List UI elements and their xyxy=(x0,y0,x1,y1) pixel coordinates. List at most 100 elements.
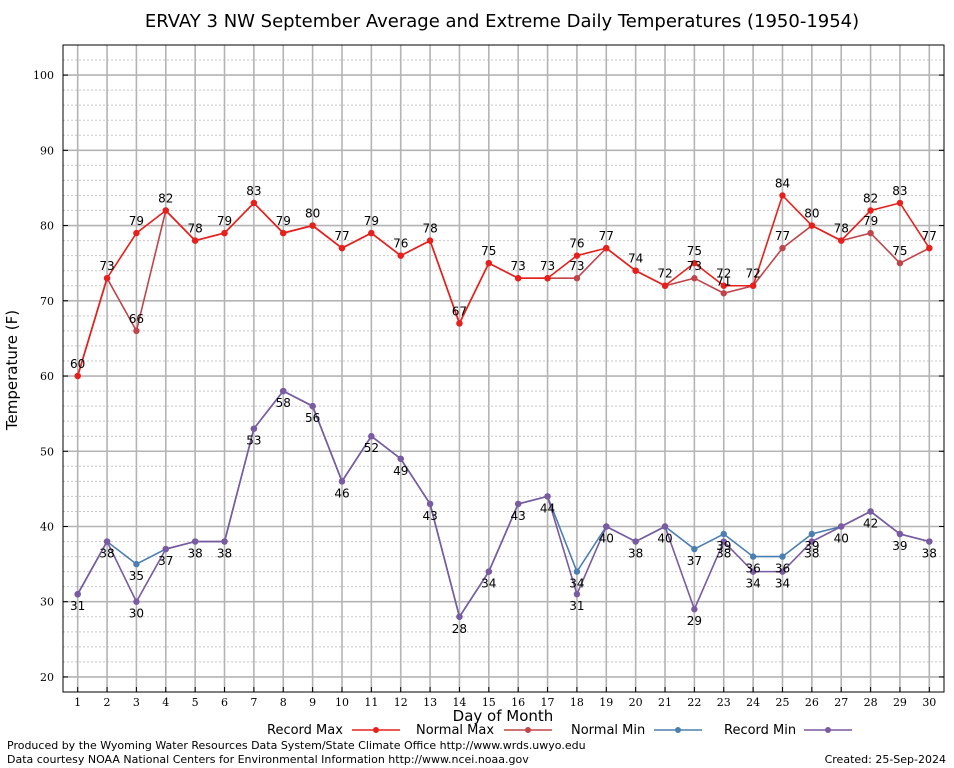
legend-record-min-label: Record Min xyxy=(724,723,796,738)
normal-min-label: 36 xyxy=(775,562,790,576)
record-min-point xyxy=(661,523,669,530)
normal-min-label: 34 xyxy=(569,577,584,591)
normal-min-line xyxy=(76,390,930,619)
record-min-point xyxy=(191,538,199,545)
record-min-label: 34 xyxy=(745,577,760,591)
record-min-label: 42 xyxy=(863,516,878,530)
legend-normal-min-label: Normal Min xyxy=(571,723,645,738)
record-max-label: 73 xyxy=(540,259,555,273)
x-tick-label: 8 xyxy=(280,696,287,709)
record-max-point xyxy=(749,282,757,289)
x-tick-label: 27 xyxy=(834,696,848,709)
record-max-label: 80 xyxy=(305,207,320,221)
record-max-point xyxy=(191,237,199,244)
record-max-label: 79 xyxy=(217,214,232,228)
record-max-label: 67 xyxy=(452,304,467,318)
record-min-point xyxy=(103,538,111,545)
normal-max-label: 77 xyxy=(775,229,790,243)
chart-title: ERVAY 3 NW September Average and Extreme… xyxy=(145,11,859,32)
record-min-point xyxy=(397,455,404,462)
x-tick-label: 3 xyxy=(133,696,140,709)
x-tick-label: 19 xyxy=(599,696,613,709)
legend: Record Max Normal Max Normal Min Record … xyxy=(267,723,852,738)
normal-min-label: 35 xyxy=(129,569,144,583)
normal-max-label: 79 xyxy=(863,214,878,228)
record-min-label: 40 xyxy=(599,531,614,545)
x-tick-label: 14 xyxy=(452,696,466,709)
record-max-label: 77 xyxy=(599,229,614,243)
normal-min-point xyxy=(691,545,698,553)
record-max-point xyxy=(485,259,493,267)
record-max-point xyxy=(368,229,375,237)
record-max-point xyxy=(867,207,874,214)
record-max-point xyxy=(397,252,404,259)
record-min-point xyxy=(867,508,874,515)
x-tick-label: 15 xyxy=(482,696,496,709)
record-max-point xyxy=(573,252,581,259)
x-tick-label: 22 xyxy=(687,696,701,709)
y-tick-label: 50 xyxy=(40,445,54,458)
record-min-label: 38 xyxy=(922,547,937,561)
legend-normal-min-marker xyxy=(675,727,681,733)
record-min-point xyxy=(162,545,169,553)
record-max-label: 72 xyxy=(716,267,731,281)
x-tick-label: 11 xyxy=(364,696,378,709)
y-tick-label: 30 xyxy=(40,596,54,609)
record-min-point xyxy=(749,568,757,575)
x-tick-label: 21 xyxy=(658,696,672,709)
record-max-point xyxy=(74,372,81,380)
legend-record-max: Record Max xyxy=(267,723,400,738)
record-max-point xyxy=(221,229,228,237)
record-max-label: 73 xyxy=(511,259,526,273)
record-min-label: 38 xyxy=(804,547,819,561)
record-max-point xyxy=(456,320,463,327)
legend-record-max-label: Record Max xyxy=(267,723,343,738)
record-max-label: 79 xyxy=(364,214,379,228)
record-min-label: 29 xyxy=(687,614,702,628)
normal-min-point xyxy=(749,553,757,560)
record-min-label: 28 xyxy=(452,622,467,636)
footer-courtesy: Data courtesy NOAA National Centers for … xyxy=(7,753,529,766)
normal-min-point xyxy=(808,530,816,538)
record-min-label: 56 xyxy=(305,411,320,425)
x-tick-label: 4 xyxy=(162,696,169,709)
record-max-point xyxy=(720,282,727,289)
record-max-point xyxy=(808,222,816,229)
x-tick-label: 26 xyxy=(805,696,819,709)
record-max-label: 77 xyxy=(922,229,937,243)
record-min-label: 49 xyxy=(393,464,408,478)
y-tick-label: 40 xyxy=(40,520,54,533)
record-max-label: 60 xyxy=(70,357,85,371)
record-max-point xyxy=(280,229,287,237)
x-tick-label: 16 xyxy=(511,696,525,709)
record-max-point xyxy=(514,275,522,282)
record-min-point xyxy=(133,598,140,605)
normal-max-point xyxy=(573,275,581,282)
normal-max-point xyxy=(720,290,727,297)
normal-max-point xyxy=(867,229,874,237)
record-min-label: 44 xyxy=(540,501,555,515)
record-max-point xyxy=(426,237,434,244)
y-tick-label: 20 xyxy=(40,671,54,684)
record-max-point xyxy=(838,237,845,244)
record-min-label: 38 xyxy=(716,547,731,561)
x-tick-label: 5 xyxy=(192,696,199,709)
record-min-line xyxy=(76,390,930,619)
record-min-point xyxy=(250,425,258,432)
record-max-point xyxy=(632,267,639,274)
x-tick-label: 10 xyxy=(335,696,349,709)
record-min-point xyxy=(280,387,287,395)
normal-max-line xyxy=(76,201,930,377)
record-max-point xyxy=(779,192,786,199)
record-min-point xyxy=(485,568,493,575)
record-max-label: 82 xyxy=(863,192,878,206)
normal-max-point xyxy=(133,327,140,335)
y-tick-label: 70 xyxy=(40,295,54,308)
record-min-label: 38 xyxy=(188,547,203,561)
y-tick-label: 100 xyxy=(33,69,54,82)
x-tick-label: 25 xyxy=(775,696,789,709)
x-tick-label: 6 xyxy=(221,696,228,709)
footer-produced-by: Produced by the Wyoming Water Resources … xyxy=(7,739,586,752)
record-max-point xyxy=(162,207,169,214)
